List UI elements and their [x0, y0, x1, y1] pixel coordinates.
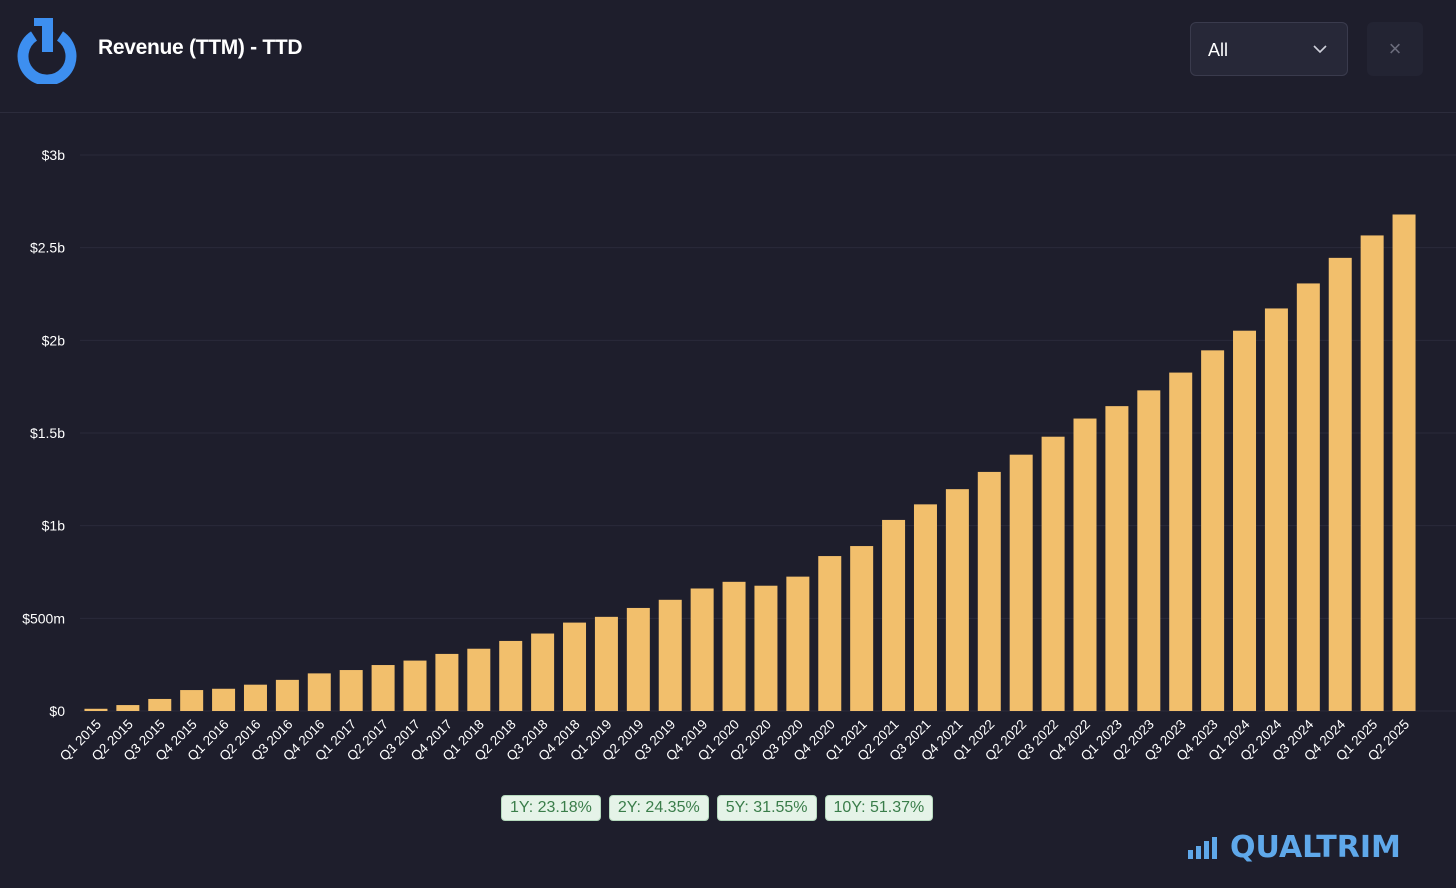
bar: [945, 489, 969, 711]
bar: [722, 581, 746, 711]
bar: [882, 519, 906, 711]
bar: [1360, 235, 1384, 711]
growth-badge-5y: 5Y: 31.55%: [716, 795, 817, 821]
growth-badge-10y: 10Y: 51.37%: [824, 795, 934, 821]
brand-name: QUALTRIM: [1230, 829, 1401, 865]
bar: [1392, 214, 1416, 711]
bar: [1105, 406, 1129, 711]
header: Revenue (TTM) - TTD All ×: [0, 0, 1456, 113]
bar: [786, 576, 810, 711]
bar: [594, 616, 618, 711]
bar: [1328, 257, 1352, 711]
bar: [1296, 283, 1320, 711]
bar: [818, 556, 842, 711]
bar: [84, 708, 108, 711]
close-button[interactable]: ×: [1367, 22, 1423, 76]
y-tick-label: $2b: [42, 332, 66, 348]
bar: [913, 504, 937, 711]
growth-badge-1y: 1Y: 23.18%: [501, 795, 601, 821]
page-title: Revenue (TTM) - TTD: [98, 36, 303, 59]
bar: [531, 633, 555, 711]
bar: [1201, 350, 1225, 711]
bar: [626, 607, 650, 711]
bar: [690, 588, 714, 711]
bar: [563, 622, 587, 711]
bar: [275, 679, 299, 711]
brand-logo: QUALTRIM: [1188, 829, 1401, 865]
bar: [403, 660, 427, 711]
bar: [1073, 418, 1097, 711]
chevron-down-icon: [1313, 45, 1327, 54]
bar: [435, 653, 459, 711]
period-select[interactable]: All: [1190, 22, 1348, 76]
growth-badges: 1Y: 23.18% 2Y: 24.35% 5Y: 31.55% 10Y: 51…: [501, 795, 934, 821]
signal-bars-icon: [1188, 837, 1217, 859]
bar: [467, 648, 491, 711]
bar: [307, 673, 331, 711]
y-tick-label: $2.5b: [30, 240, 65, 256]
bar: [850, 546, 874, 711]
bar: [180, 690, 204, 711]
bar: [1264, 308, 1288, 711]
bar: [977, 471, 1001, 711]
bar: [1041, 436, 1065, 711]
y-tick-label: $500m: [22, 610, 65, 626]
y-tick-label: $3b: [42, 147, 66, 163]
growth-badge-2y: 2Y: 24.35%: [608, 795, 709, 821]
y-tick-label: $0: [49, 703, 65, 719]
bar: [1009, 454, 1033, 711]
y-tick-label: $1.5b: [30, 425, 65, 441]
bar: [371, 665, 395, 711]
y-tick-label: $1b: [42, 518, 66, 534]
bar: [116, 705, 140, 711]
bar: [1169, 372, 1193, 711]
bar: [148, 698, 172, 711]
logo-icon: [17, 18, 77, 84]
bar: [243, 684, 267, 711]
close-icon: ×: [1388, 36, 1402, 61]
bar: [339, 670, 363, 711]
bar: [658, 599, 682, 711]
bar: [499, 640, 523, 711]
period-select-value: All: [1208, 40, 1229, 60]
bar: [212, 688, 236, 711]
bar: [754, 585, 778, 711]
bar: [1233, 330, 1257, 711]
bar: [1137, 390, 1161, 711]
